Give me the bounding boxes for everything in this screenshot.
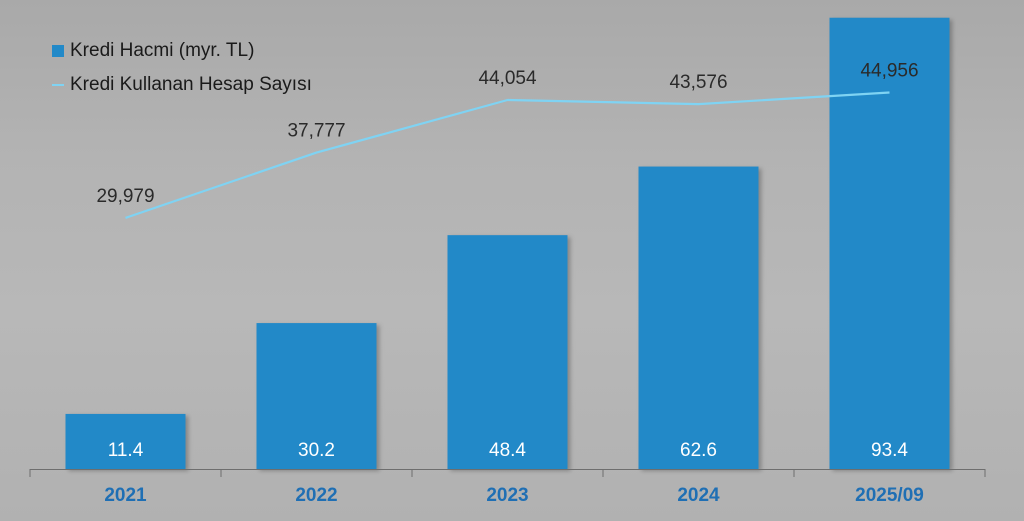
- line-series-path: [125, 91, 890, 219]
- bar-data-label: 62.6: [680, 440, 717, 461]
- bar-series: [65, 17, 950, 469]
- bar-data-label: 11.4: [108, 440, 144, 461]
- x-tick-label: 2022: [295, 485, 337, 506]
- bar-2021: [65, 413, 186, 469]
- x-tick-label: 2024: [677, 485, 720, 506]
- bar-2023: [447, 235, 568, 469]
- legend-bar-label: Kredi Hacmi (myr. TL): [70, 40, 255, 61]
- bar-2024: [638, 166, 759, 469]
- legend-item-bar: Kredi Hacmi (myr. TL): [52, 34, 312, 68]
- chart-legend: Kredi Hacmi (myr. TL) Kredi Kullanan Hes…: [52, 34, 312, 102]
- legend-line-swatch: [52, 84, 64, 86]
- line-series: [125, 91, 890, 219]
- line-data-label: 37,777: [287, 121, 345, 142]
- line-data-label: 44,956: [860, 60, 918, 81]
- x-tick-label: 2025/09: [855, 485, 924, 506]
- legend-item-line: Kredi Kullanan Hesap Sayısı: [52, 68, 312, 102]
- legend-line-label: Kredi Kullanan Hesap Sayısı: [70, 74, 312, 95]
- line-data-label: 44,054: [478, 68, 537, 89]
- x-tick-labels: 2021 2022 2023 2024 2025/09: [29, 469, 986, 506]
- bar-data-label: 48.4: [489, 440, 526, 461]
- line-data-label: 43,576: [669, 72, 727, 93]
- bar-2022: [256, 323, 377, 469]
- bar-data-label: 30.2: [298, 440, 335, 461]
- x-tick-label: 2023: [486, 485, 528, 506]
- bar-data-label: 93.4: [871, 440, 908, 461]
- legend-bar-swatch: [52, 45, 64, 57]
- line-data-label: 29,979: [96, 186, 154, 207]
- x-tick-label: 2021: [104, 485, 147, 506]
- line-data-labels: 29,979 37,777 44,054 43,576 44,956: [96, 60, 918, 206]
- bar-2025/09: [829, 17, 950, 469]
- bar-data-labels: 11.4 30.2 48.4 62.6 93.4: [108, 440, 909, 461]
